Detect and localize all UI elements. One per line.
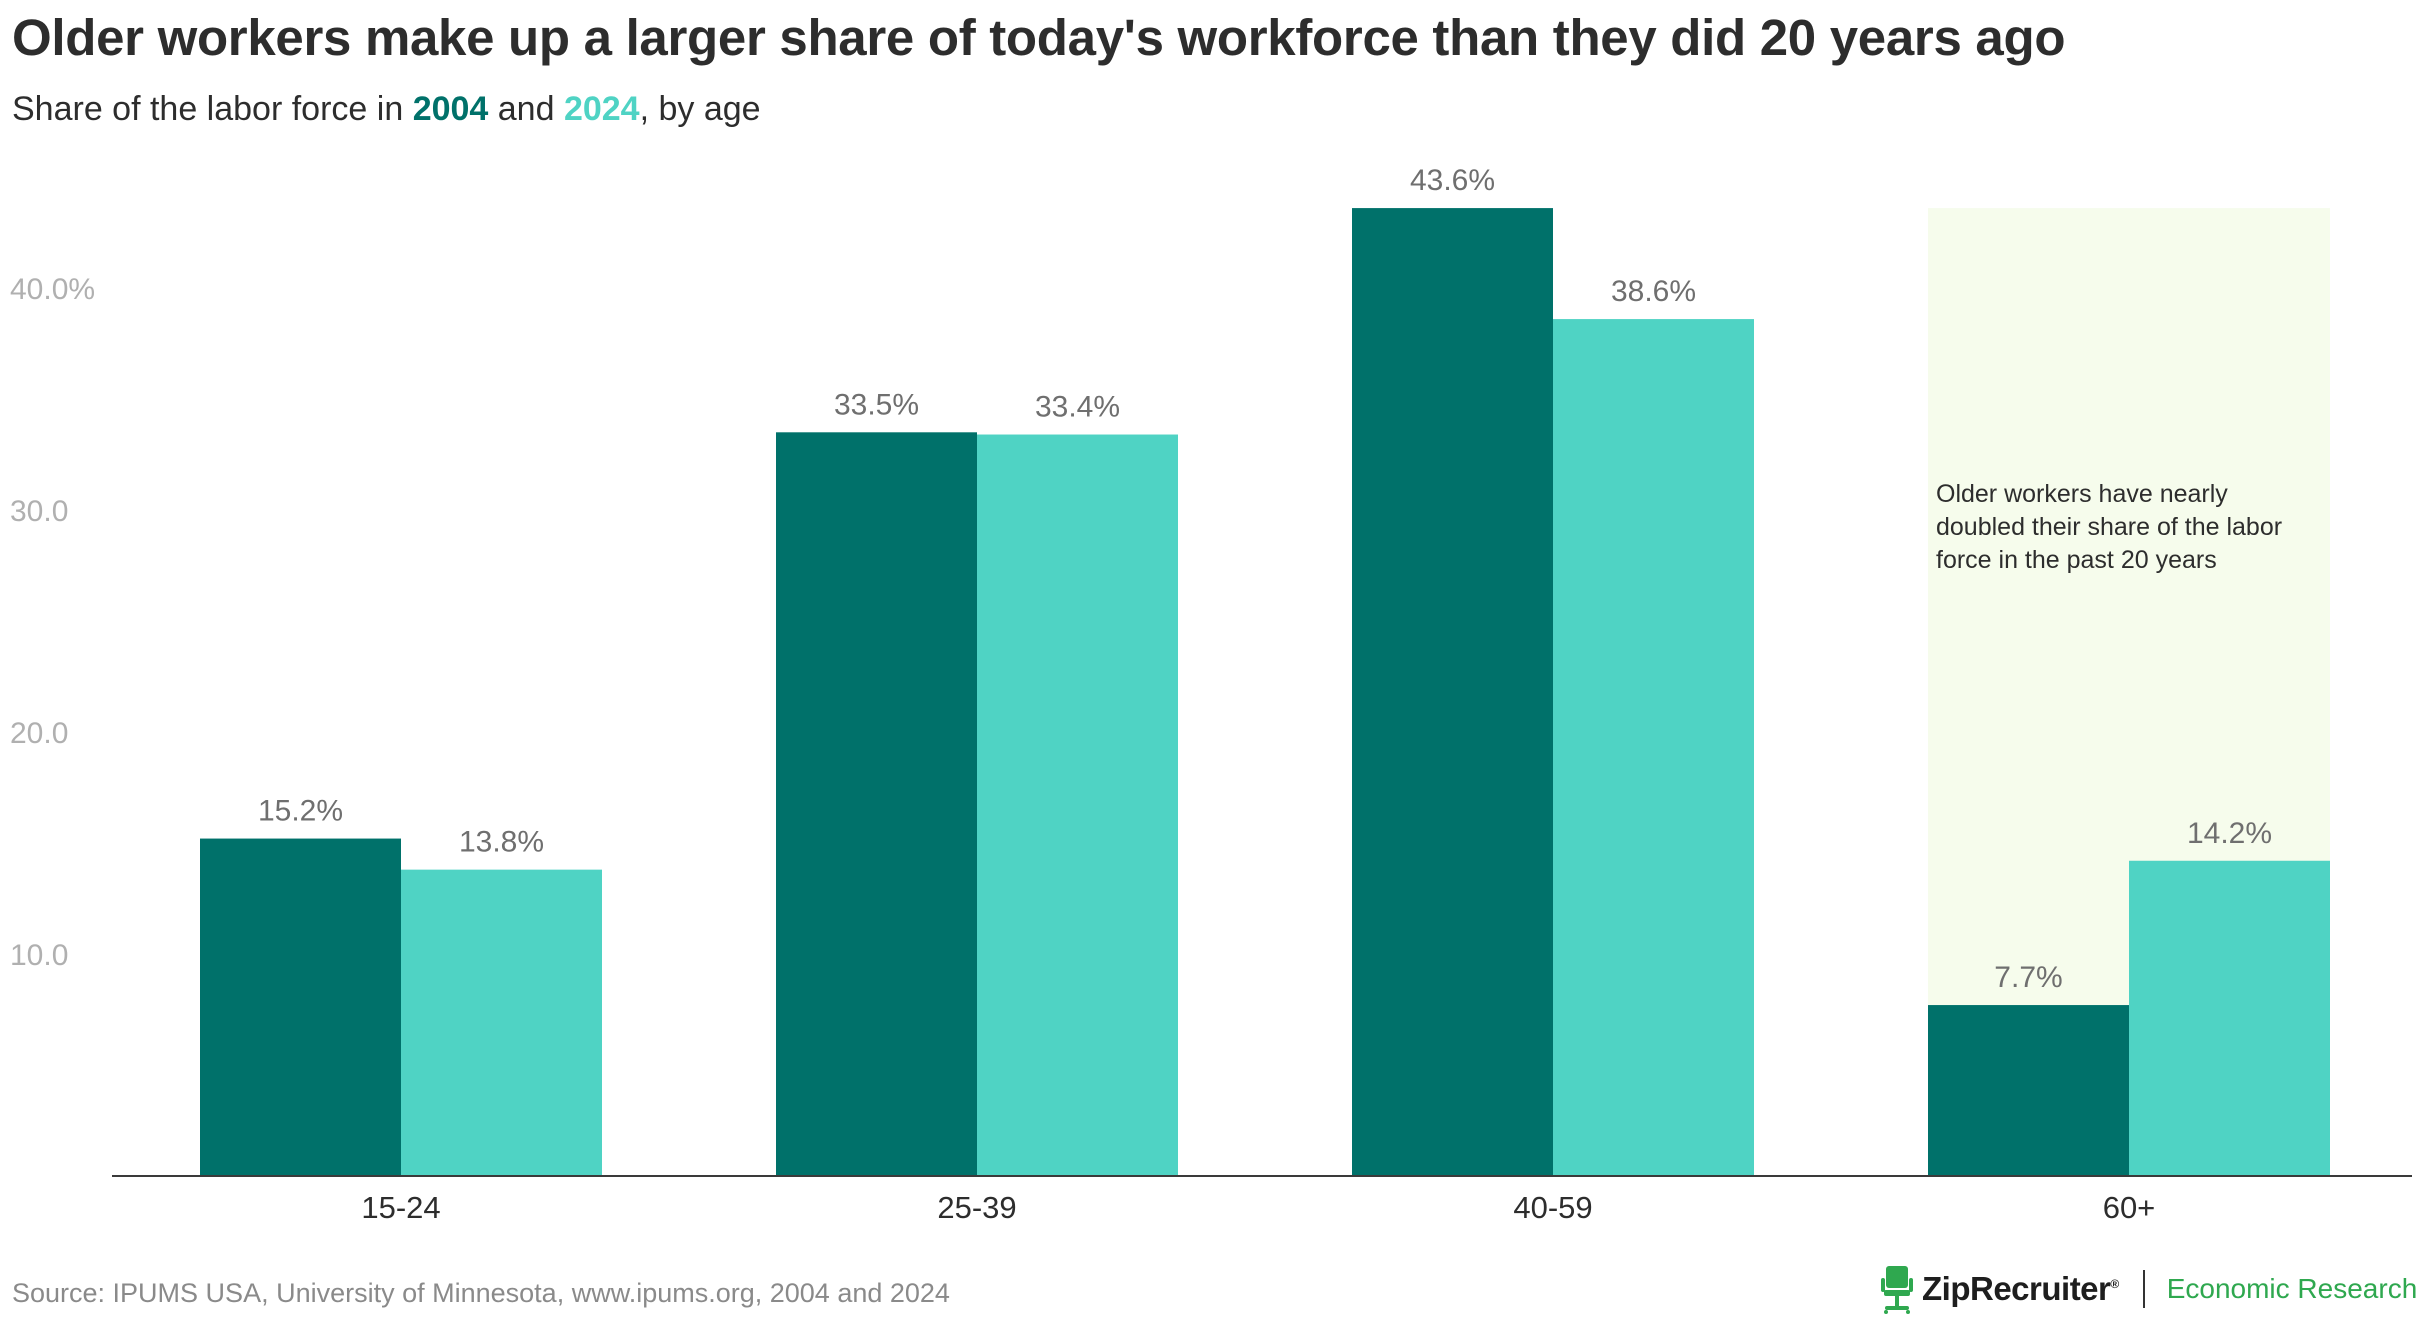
data-label: 43.6% bbox=[1410, 164, 1495, 197]
y-tick-label: 30.0 bbox=[10, 495, 68, 528]
annotation-line: force in the past 20 years bbox=[1936, 546, 2217, 574]
bar-2024-60+ bbox=[2129, 860, 2330, 1176]
data-label: 13.8% bbox=[459, 826, 544, 859]
subtitle-year-2004: 2004 bbox=[412, 90, 489, 128]
annotation-line: Older workers have nearly bbox=[1936, 480, 2228, 508]
y-tick-label: 40.0% bbox=[10, 273, 95, 306]
subtitle-middle: and bbox=[488, 90, 564, 128]
data-label: 7.7% bbox=[1994, 961, 2062, 994]
chart-title: Older workers make up a larger share of … bbox=[12, 9, 2066, 66]
bar-2024-25-39 bbox=[977, 434, 1178, 1176]
chart-subtitle: Share of the labor force in 2004 and 202… bbox=[12, 90, 761, 129]
y-tick-label: 20.0 bbox=[10, 717, 68, 750]
bar-2024-40-59 bbox=[1553, 319, 1754, 1177]
x-tick-label: 15-24 bbox=[361, 1190, 440, 1225]
x-tick-label: 40-59 bbox=[1513, 1190, 1592, 1225]
x-tick-label: 25-39 bbox=[937, 1190, 1016, 1225]
brand-name: ZipRecruiter® bbox=[1922, 1270, 2119, 1307]
annotation-line: doubled their share of the labor bbox=[1936, 513, 2282, 541]
source-note: Source: IPUMS USA, University of Minneso… bbox=[12, 1278, 950, 1308]
data-label: 15.2% bbox=[258, 795, 343, 828]
data-label: 38.6% bbox=[1611, 275, 1696, 308]
brand-block: ZipRecruiter® Economic Research bbox=[1880, 1262, 2417, 1316]
bar-2004-60+ bbox=[1928, 1005, 2129, 1176]
bar-2004-25-39 bbox=[776, 432, 977, 1176]
bar-2004-40-59 bbox=[1352, 208, 1553, 1176]
bar-2024-15-24 bbox=[401, 869, 602, 1176]
x-tick-label: 60+ bbox=[2103, 1190, 2156, 1225]
data-label: 33.4% bbox=[1035, 391, 1120, 424]
y-tick-label: 10.0 bbox=[10, 939, 68, 972]
brand-division: Economic Research bbox=[2166, 1273, 2418, 1304]
subtitle-suffix: , by age bbox=[639, 90, 761, 128]
brand-divider bbox=[2142, 1270, 2145, 1308]
bar-2004-15-24 bbox=[200, 838, 401, 1176]
data-label: 14.2% bbox=[2187, 817, 2272, 850]
subtitle-year-2024: 2024 bbox=[563, 90, 640, 128]
subtitle-prefix: Share of the labor force in bbox=[12, 90, 413, 128]
data-label: 33.5% bbox=[834, 388, 919, 421]
chair-logo-icon bbox=[1881, 1266, 1913, 1314]
